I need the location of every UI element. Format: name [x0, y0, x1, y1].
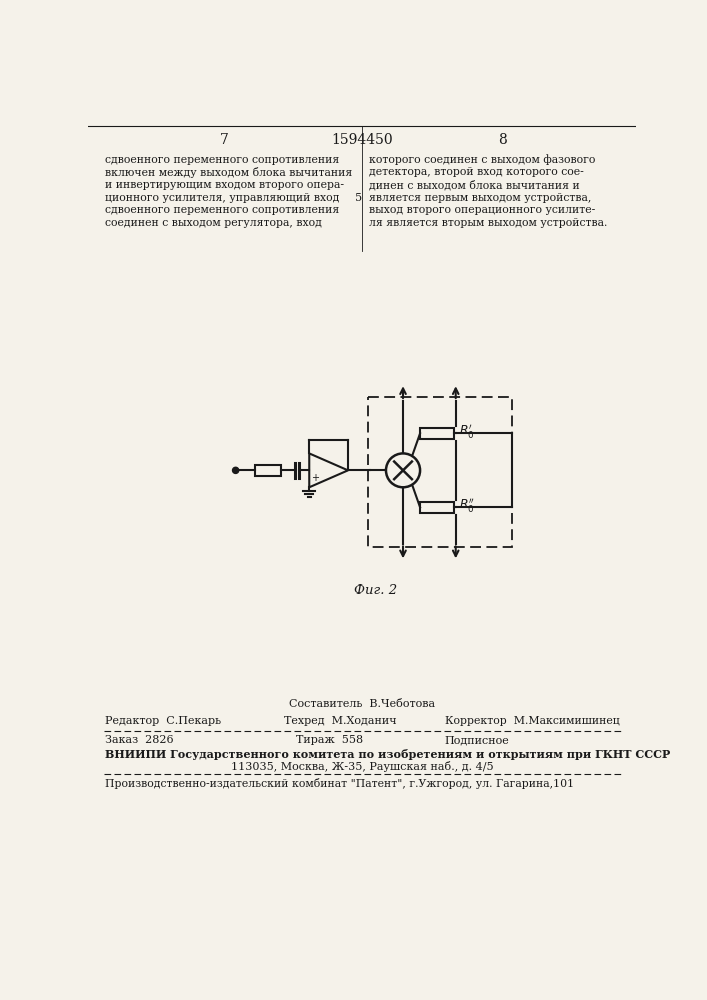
Bar [368, 397, 512, 547]
Text: которого соединен с выходом фазового: которого соединен с выходом фазового [369, 155, 595, 165]
Text: детектора, второй вход которого сое-: детектора, второй вход которого сое- [369, 167, 584, 177]
Text: включен между выходом блока вычитания: включен между выходом блока вычитания [105, 167, 353, 178]
Bar [420, 502, 454, 513]
Text: Составитель  В.Чеботова: Составитель В.Чеботова [289, 699, 435, 709]
Text: Фиг. 2: Фиг. 2 [354, 584, 397, 597]
Text: сдвоенного переменного сопротивления: сдвоенного переменного сопротивления [105, 155, 339, 165]
Text: Техред  М.Ходанич: Техред М.Ходанич [284, 716, 397, 726]
Text: Заказ  2826: Заказ 2826 [105, 735, 174, 745]
Text: Редактор  С.Пекарь: Редактор С.Пекарь [105, 716, 221, 726]
Bar [420, 428, 454, 439]
Circle shape [386, 453, 420, 487]
Text: соединен с выходом регулятора, вход: соединен с выходом регулятора, вход [105, 218, 322, 228]
Circle shape [233, 467, 239, 473]
Text: и инвертирующим входом второго опера-: и инвертирующим входом второго опера- [105, 180, 344, 190]
Text: Корректор  М.Максимишинец: Корректор М.Максимишинец [445, 716, 619, 726]
Text: $R_0''$: $R_0''$ [459, 496, 475, 514]
Text: Подписное: Подписное [445, 735, 510, 745]
Text: Тираж  558: Тираж 558 [296, 735, 363, 745]
Text: $R_0'$: $R_0'$ [459, 422, 474, 440]
Polygon shape [309, 453, 348, 487]
Text: 8: 8 [498, 133, 507, 147]
Text: динен с выходом блока вычитания и: динен с выходом блока вычитания и [369, 180, 580, 191]
Text: Производственно-издательский комбинат "Патент", г.Ужгород, ул. Гагарина,101: Производственно-издательский комбинат "П… [105, 778, 575, 789]
Text: является первым выходом устройства,: является первым выходом устройства, [369, 193, 591, 203]
Text: ционного усилителя, управляющий вход: ционного усилителя, управляющий вход [105, 193, 340, 203]
Text: выход второго операционного усилите-: выход второго операционного усилите- [369, 205, 595, 215]
Text: 5: 5 [354, 193, 362, 203]
Text: +: + [312, 473, 320, 483]
Text: 1594450: 1594450 [331, 133, 393, 147]
Text: ВНИИПИ Государственного комитета по изобретениям и открытиям при ГКНТ СССР: ВНИИПИ Государственного комитета по изоб… [105, 749, 671, 760]
Bar [255, 465, 281, 476]
Text: 113035, Москва, Ж-35, Раушская наб., д. 4/5: 113035, Москва, Ж-35, Раушская наб., д. … [230, 761, 493, 772]
Text: сдвоенного переменного сопротивления: сдвоенного переменного сопротивления [105, 205, 339, 215]
Text: ля является вторым выходом устройства.: ля является вторым выходом устройства. [369, 218, 607, 228]
Text: 7: 7 [221, 133, 229, 147]
